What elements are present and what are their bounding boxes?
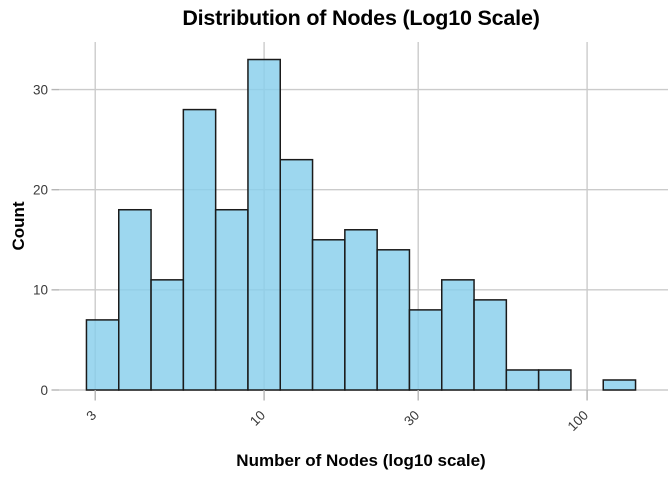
y-tick-label: 30 [33,82,48,97]
y-tick-label: 0 [40,383,48,398]
histogram-bar [311,239,346,391]
histogram-bar [602,379,637,391]
histogram-bar [214,208,249,391]
histogram-bar [247,58,282,391]
x-tick-label: 3 [83,408,99,424]
x-axis-label: Number of Nodes (log10 scale) [236,451,486,470]
x-tick-label: 100 [565,408,592,435]
histogram-bar [344,229,378,391]
histogram-bar [408,309,443,391]
histogram-bar [182,108,217,391]
histogram-bar [150,279,185,391]
histogram-bar [376,249,411,391]
histogram-bar [85,319,120,391]
x-tick-label: 30 [401,408,422,429]
histogram-bar [473,299,508,391]
histogram-bar [537,369,572,391]
y-tick-label: 10 [33,283,48,298]
histogram-bar [440,279,475,391]
chart-title: Distribution of Nodes (Log10 Scale) [182,6,540,30]
x-tick-label: 10 [247,408,268,429]
histogram-bar [279,158,314,391]
y-tick-label: 20 [33,183,48,198]
histogram-bar [505,369,540,391]
histogram-bar [118,208,152,391]
y-axis-label: Count [9,201,28,251]
